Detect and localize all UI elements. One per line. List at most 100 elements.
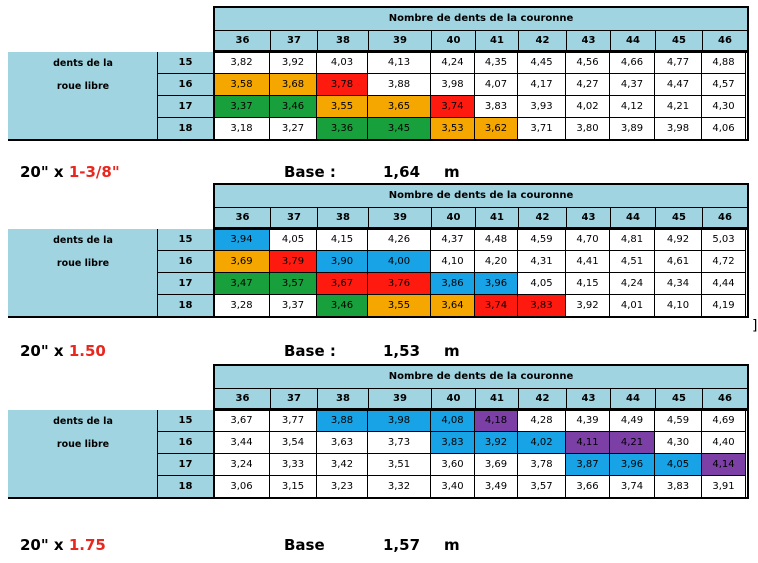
table-cell: 4,56 xyxy=(566,52,610,74)
table-cell: 3,86 xyxy=(431,273,475,295)
table-cell: 4,37 xyxy=(610,74,655,96)
column-header: 38 xyxy=(318,31,369,50)
column-header: 41 xyxy=(476,208,519,227)
table-cell: 3,74 xyxy=(475,295,518,317)
table-cell: 4,10 xyxy=(431,251,475,273)
table-cell: 3,74 xyxy=(610,476,655,498)
column-header: 42 xyxy=(519,31,567,50)
table-cell: 3,67 xyxy=(214,410,270,432)
row-label-line1: dents de la xyxy=(53,416,113,427)
table-cell: 4,02 xyxy=(518,432,566,454)
column-header: 41 xyxy=(476,31,519,50)
table-cell: 3,60 xyxy=(431,454,475,476)
table-cell: 3,92 xyxy=(475,432,518,454)
base-value: 1,64 xyxy=(383,163,421,181)
table-cell: 3,83 xyxy=(475,96,518,118)
column-header: 43 xyxy=(567,389,611,408)
table-cell: 3,71 xyxy=(518,118,566,140)
table-cell: 4,08 xyxy=(431,410,475,432)
table-row: 15 3,67 3,77 3,88 3,98 4,08 4,18 4,28 4,39 4,49 4,… xyxy=(157,410,749,432)
table-cell: 3,92 xyxy=(566,295,610,317)
table-cell: 3,68 xyxy=(270,74,317,96)
table-cell: 4,70 xyxy=(566,229,610,251)
table-cell: 4,81 xyxy=(610,229,655,251)
row-key: 17 xyxy=(157,96,214,118)
table-row: 17 3,47 3,57 3,67 3,76 3,86 3,96 4,05 4,15 4,24 4,… xyxy=(157,273,749,295)
column-header: 39 xyxy=(369,208,432,227)
table-cell: 4,17 xyxy=(518,74,566,96)
tire-size-label: 20" x 1.75 xyxy=(20,536,106,554)
table-cell: 3,46 xyxy=(270,96,317,118)
header-columns: 36 37 38 39 40 41 42 43 44 45 46 xyxy=(215,31,747,50)
base-label: Base : xyxy=(284,342,336,360)
base-unit: m xyxy=(444,163,460,181)
column-header: 40 xyxy=(432,31,476,50)
row-key: 15 xyxy=(157,52,214,74)
table-row: 15 3,82 3,92 4,03 4,13 4,24 4,35 4,45 4,56 4,66 4,… xyxy=(157,52,749,74)
table-cell: 3,46 xyxy=(317,295,368,317)
table-cell: 4,34 xyxy=(655,273,702,295)
table-cell: 4,49 xyxy=(610,410,655,432)
table-cell: 4,28 xyxy=(518,410,566,432)
column-header: 42 xyxy=(519,389,567,408)
table-cell: 4,39 xyxy=(566,410,610,432)
header-title: Nombre de dents de la couronne xyxy=(215,366,747,389)
table-cell: 3,93 xyxy=(518,96,566,118)
table-cell: 3,36 xyxy=(317,118,368,140)
table-cell: 4,61 xyxy=(655,251,702,273)
table-cell: 3,28 xyxy=(214,295,270,317)
table-cell: 4,15 xyxy=(317,229,368,251)
column-header: 37 xyxy=(271,208,318,227)
column-header: 36 xyxy=(215,208,271,227)
base-unit: m xyxy=(444,342,460,360)
table-cell: 3,69 xyxy=(475,454,518,476)
table-cell: 3,83 xyxy=(431,432,475,454)
table-cell: 4,51 xyxy=(610,251,655,273)
table-cell: 3,54 xyxy=(270,432,317,454)
table-cell: 4,48 xyxy=(475,229,518,251)
table-cell: 4,30 xyxy=(655,432,702,454)
column-header: 40 xyxy=(432,389,476,408)
base-label: Base : xyxy=(284,163,336,181)
stray-bracket: ] xyxy=(752,318,758,334)
table-cell: 4,07 xyxy=(475,74,518,96)
table-cell: 3,65 xyxy=(368,96,431,118)
table-cell: 4,01 xyxy=(610,295,655,317)
tire-size-label: 20" x 1.50 xyxy=(20,342,106,360)
table-cell: 3,83 xyxy=(655,476,702,498)
table-cell: 3,33 xyxy=(270,454,317,476)
table-cell: 4,57 xyxy=(702,74,746,96)
table-cell: 4,00 xyxy=(368,251,431,273)
table-cell: 3,55 xyxy=(368,295,431,317)
table-header-1: Nombre de dents de la couronne 36 37 38 39 40… xyxy=(213,183,749,229)
table-cell: 3,74 xyxy=(431,96,475,118)
table-cell: 4,19 xyxy=(702,295,746,317)
table-cell: 4,02 xyxy=(566,96,610,118)
table-row: 17 3,24 3,33 3,42 3,51 3,60 3,69 3,78 3,87 3,96 4,… xyxy=(157,454,749,476)
column-header: 44 xyxy=(611,208,656,227)
row-key: 15 xyxy=(157,229,214,251)
row-key: 18 xyxy=(157,118,214,140)
row-key: 17 xyxy=(157,273,214,295)
table-cell: 3,23 xyxy=(317,476,368,498)
tire-size-value: 1.75 xyxy=(68,536,106,554)
table-cell: 3,44 xyxy=(214,432,270,454)
table-cell: 3,47 xyxy=(214,273,270,295)
table-cell: 4,30 xyxy=(702,96,746,118)
table-cell: 3,83 xyxy=(518,295,566,317)
table-cell: 3,88 xyxy=(317,410,368,432)
column-header: 38 xyxy=(318,389,369,408)
table-cell: 4,37 xyxy=(431,229,475,251)
row-label-line1: dents de la xyxy=(53,58,113,69)
table-cell: 3,40 xyxy=(431,476,475,498)
header-columns: 36 37 38 39 40 41 42 43 44 45 46 xyxy=(215,389,747,408)
table-cell: 3,66 xyxy=(566,476,610,498)
table-cell: 3,96 xyxy=(475,273,518,295)
table-cell: 4,92 xyxy=(655,229,702,251)
table-cell: 4,41 xyxy=(566,251,610,273)
table-row: 18 3,18 3,27 3,36 3,45 3,53 3,62 3,71 3,80 3,89 3,… xyxy=(157,118,749,140)
table-cell: 3,98 xyxy=(431,74,475,96)
table-cell: 4,59 xyxy=(518,229,566,251)
table-cell: 3,80 xyxy=(566,118,610,140)
table-cell: 4,05 xyxy=(270,229,317,251)
